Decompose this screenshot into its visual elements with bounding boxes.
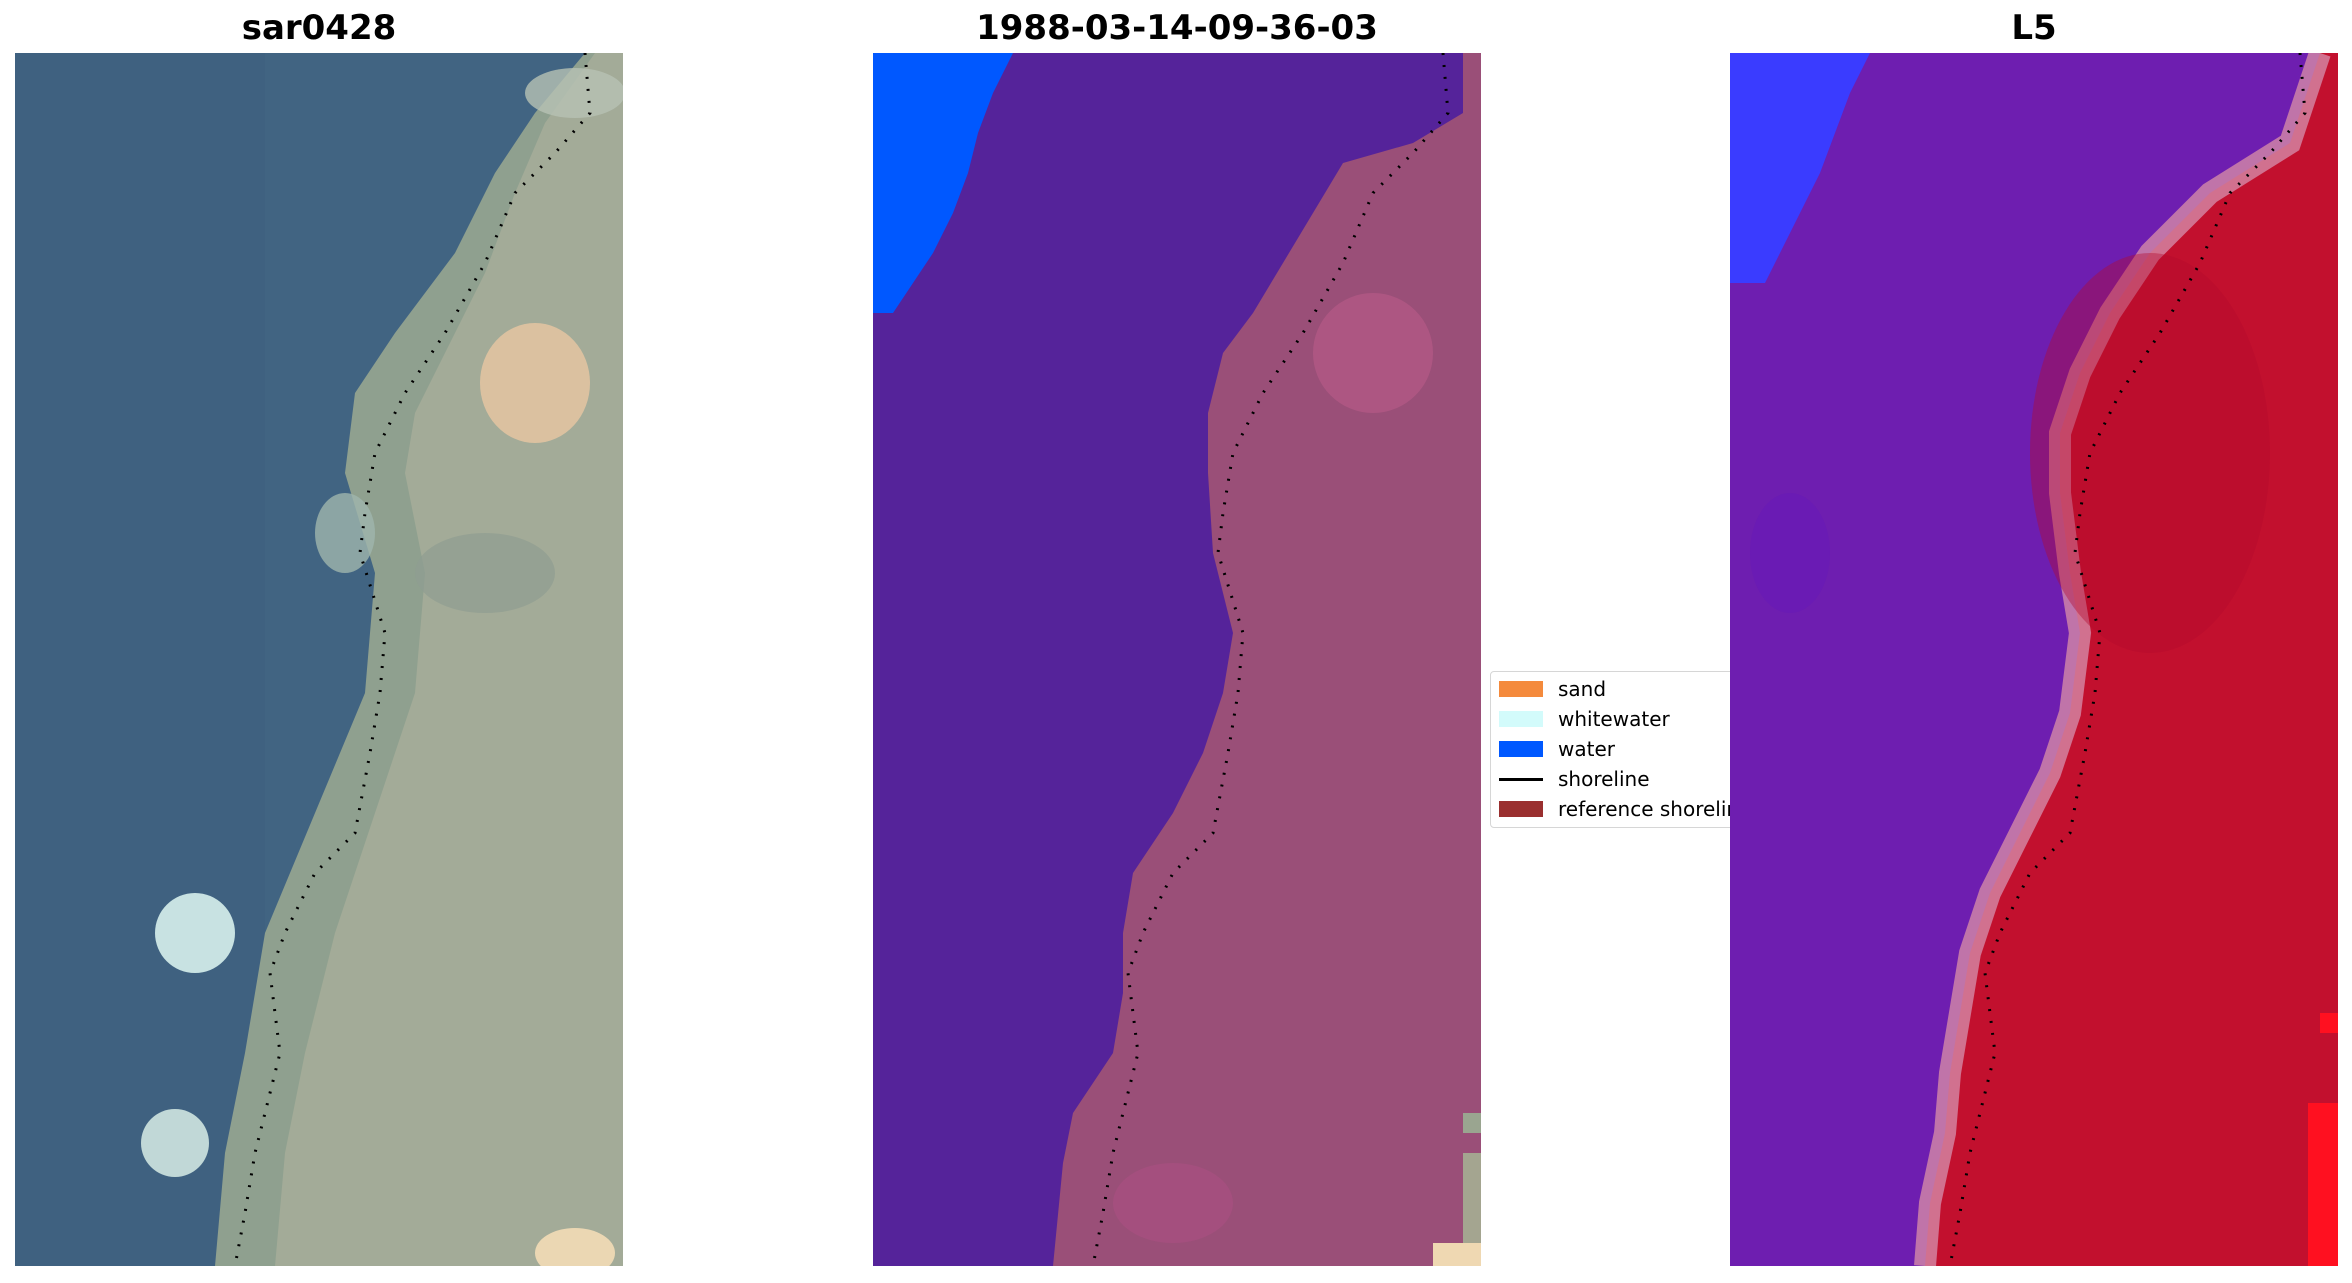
legend-label: water — [1558, 737, 1615, 761]
legend-item-reference-shoreline: reference shoreline — [1499, 796, 1740, 822]
legend-label: reference shoreline — [1558, 797, 1740, 821]
rgb-image-panel — [15, 53, 623, 1266]
sand-swatch — [1499, 681, 1543, 697]
classification-image — [873, 53, 1481, 1266]
shoreline-line-swatch — [1499, 777, 1543, 781]
legend: sand whitewater water shoreline referenc… — [1490, 671, 1740, 828]
reference-shoreline-swatch — [1499, 801, 1543, 817]
water-swatch — [1499, 741, 1543, 757]
whitewater-swatch — [1499, 711, 1543, 727]
legend-label: whitewater — [1558, 707, 1670, 731]
rgb-image — [15, 53, 623, 1266]
legend-item-water: water — [1499, 736, 1615, 762]
index-panel — [1730, 53, 2338, 1266]
legend-item-shoreline: shoreline — [1499, 766, 1650, 792]
legend-label: shoreline — [1558, 767, 1650, 791]
legend-item-whitewater: whitewater — [1499, 706, 1670, 732]
legend-label: sand — [1558, 677, 1607, 701]
panel-title-index: L5 — [2011, 8, 2057, 48]
classification-panel — [873, 53, 1481, 1266]
legend-item-sand: sand — [1499, 676, 1606, 702]
panel-title-rgb: sar0428 — [241, 8, 397, 48]
panel-title-classification: 1988-03-14-09-36-03 — [976, 8, 1378, 48]
index-image — [1730, 53, 2338, 1266]
